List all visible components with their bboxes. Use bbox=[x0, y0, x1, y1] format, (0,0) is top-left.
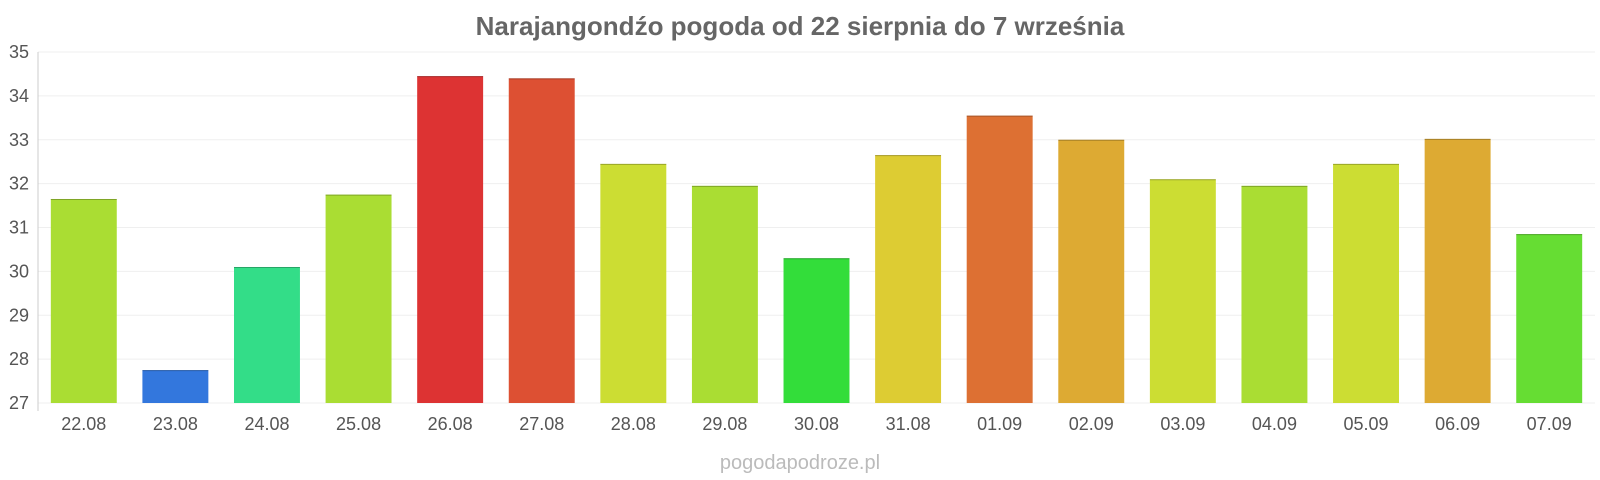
x-tick-label: 27.08 bbox=[519, 414, 564, 434]
y-axis: 27 28 29 30 31 32 33 34 35 bbox=[9, 42, 39, 413]
y-tick-label: 30 bbox=[9, 261, 29, 281]
bar bbox=[1516, 234, 1583, 403]
x-tick-label: 07.09 bbox=[1527, 414, 1572, 434]
bar bbox=[600, 163, 667, 403]
bar bbox=[508, 78, 575, 403]
x-tick-label: 01.09 bbox=[977, 414, 1022, 434]
bar bbox=[50, 198, 117, 403]
bar bbox=[417, 76, 484, 403]
x-tick-label: 22.08 bbox=[61, 414, 106, 434]
bar bbox=[1241, 185, 1308, 403]
bar bbox=[691, 185, 758, 403]
x-tick-label: 29.08 bbox=[702, 414, 747, 434]
y-tick-label: 31 bbox=[9, 218, 29, 238]
bar bbox=[1149, 179, 1216, 403]
bar bbox=[783, 258, 850, 403]
y-tick-label: 33 bbox=[9, 130, 29, 150]
bar bbox=[233, 266, 300, 403]
bar bbox=[142, 370, 209, 403]
bar bbox=[875, 155, 942, 403]
x-tick-label: 30.08 bbox=[794, 414, 839, 434]
y-tick-label: 29 bbox=[9, 305, 29, 325]
y-tick-label: 32 bbox=[9, 174, 29, 194]
bar bbox=[966, 115, 1033, 404]
x-tick-label: 25.08 bbox=[336, 414, 381, 434]
x-tick-label: 06.09 bbox=[1435, 414, 1480, 434]
bars bbox=[50, 76, 1583, 404]
x-tick-label: 04.09 bbox=[1252, 414, 1297, 434]
x-tick-label: 03.09 bbox=[1160, 414, 1205, 434]
x-tick-label: 31.08 bbox=[886, 414, 931, 434]
y-tick-label: 34 bbox=[9, 86, 29, 106]
bar bbox=[1333, 163, 1400, 403]
x-tick-label: 26.08 bbox=[428, 414, 473, 434]
x-tick-label: 23.08 bbox=[153, 414, 198, 434]
y-tick-label: 35 bbox=[9, 42, 29, 62]
bar bbox=[1424, 138, 1491, 403]
x-tick-label: 24.08 bbox=[244, 414, 289, 434]
y-tick-label: 28 bbox=[9, 349, 29, 369]
x-axis: 22.08 23.08 24.08 25.08 26.08 27.08 28.08 29.08… bbox=[61, 414, 1571, 434]
x-tick-label: 02.09 bbox=[1069, 414, 1114, 434]
bar bbox=[325, 194, 392, 403]
x-tick-label: 28.08 bbox=[611, 414, 656, 434]
x-tick-label: 05.09 bbox=[1344, 414, 1389, 434]
chart-title: Narajangondźo pogoda od 22 sierpnia do 7… bbox=[476, 11, 1125, 41]
credit-watermark: pogodapodroze.pl bbox=[720, 452, 880, 474]
y-tick-label: 27 bbox=[9, 393, 29, 413]
bar bbox=[1058, 139, 1125, 403]
